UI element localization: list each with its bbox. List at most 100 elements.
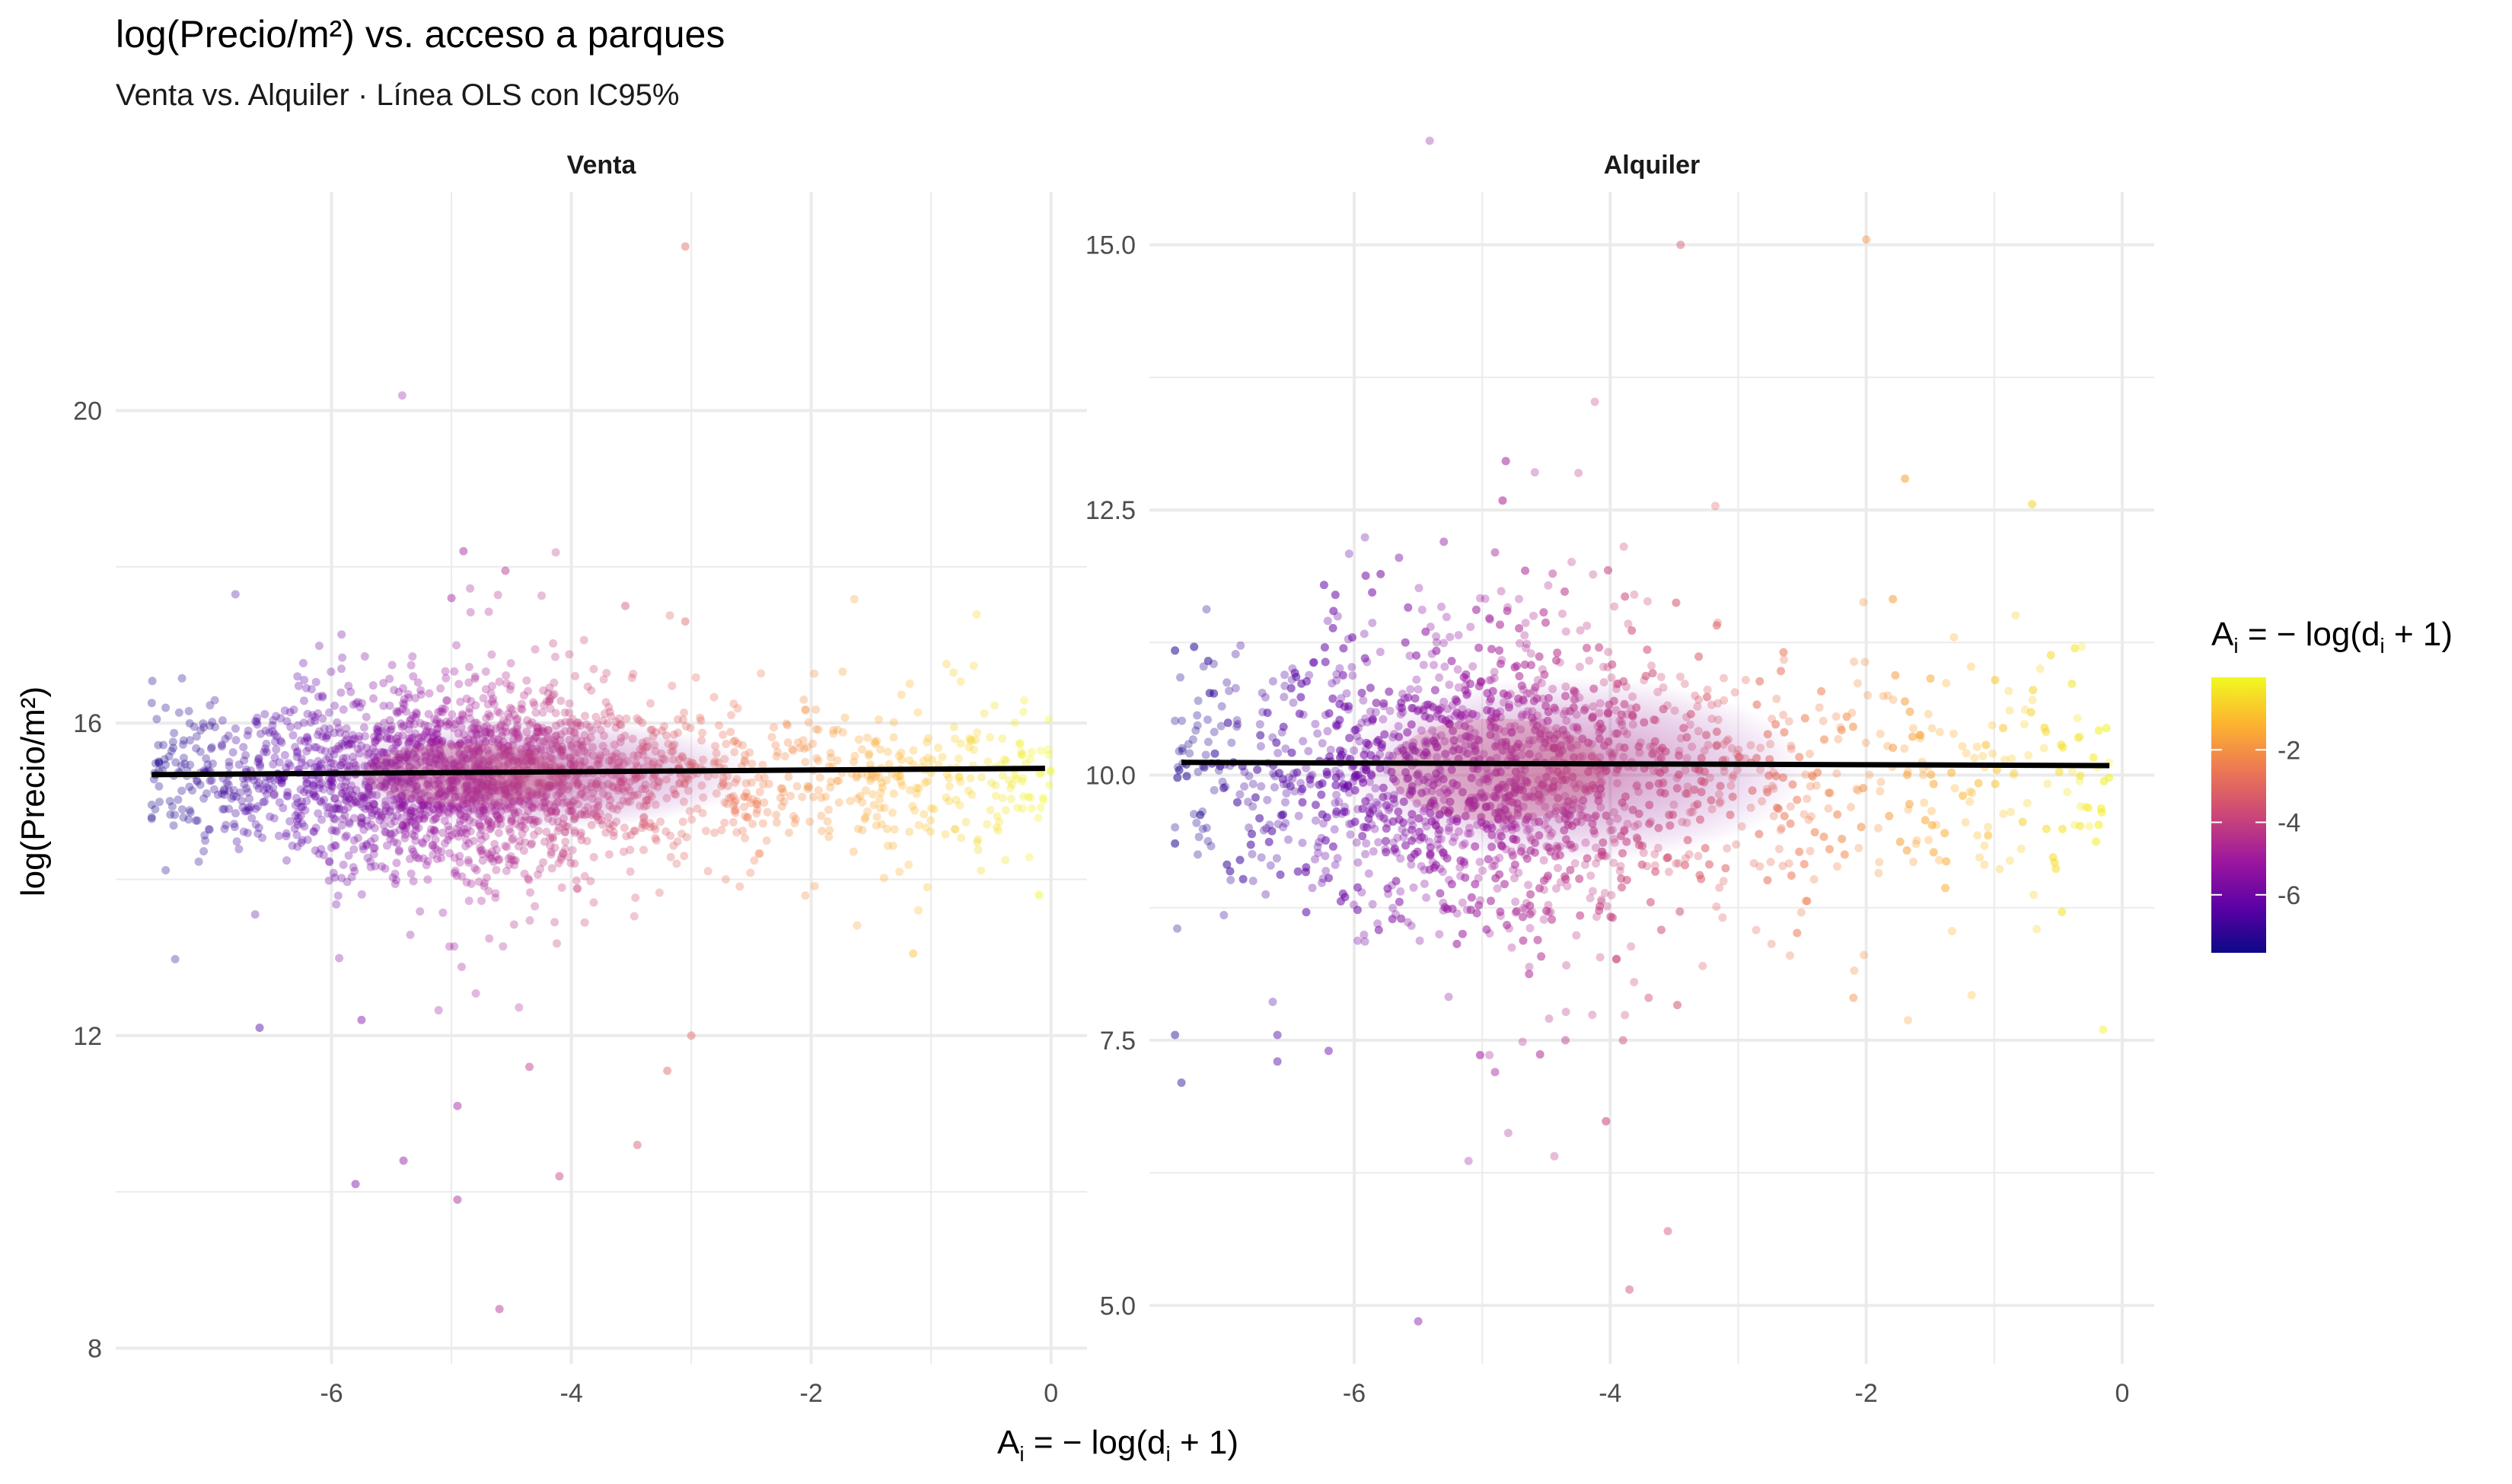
scatter-point (771, 740, 780, 750)
scatter-point (392, 876, 401, 884)
scatter-point (923, 883, 932, 892)
scatter-point (502, 866, 511, 875)
scatter-point (1496, 620, 1504, 629)
scatter-point (1648, 669, 1657, 678)
scatter-point (167, 747, 176, 756)
scatter-point (1525, 901, 1535, 910)
scatter-point (207, 775, 216, 785)
scatter-point (783, 721, 792, 730)
scatter-point (1318, 878, 1326, 887)
scatter-point (1257, 782, 1266, 791)
scatter-point (969, 661, 978, 670)
scatter-point (393, 839, 402, 848)
scatter-point (515, 1003, 524, 1012)
scatter-point (211, 722, 219, 731)
scatter-point (1255, 814, 1264, 823)
scatter-point (452, 641, 461, 650)
scatter-point (478, 856, 487, 865)
scatter-point (1988, 721, 1997, 730)
scatter-point (451, 866, 460, 875)
scatter-point (811, 705, 821, 714)
scatter-point (1362, 839, 1371, 848)
scatter-point (414, 823, 423, 833)
scatter-point (411, 713, 420, 722)
scatter-point (577, 836, 586, 845)
scatter-point (1274, 749, 1283, 757)
scatter-point (530, 830, 538, 839)
scatter-point (276, 736, 285, 745)
scatter-point (956, 739, 965, 748)
scatter-point (1298, 785, 1307, 794)
scatter-point (2039, 744, 2048, 753)
scatter-point (405, 720, 414, 729)
scatter-point (185, 806, 194, 815)
scatter-point (1360, 533, 1369, 542)
scatter-point (1533, 935, 1542, 944)
scatter-point (1755, 677, 1764, 686)
scatter-point (1331, 798, 1340, 807)
scatter-point (1621, 1011, 1630, 1020)
scatter-point (698, 728, 707, 737)
scatter-point (561, 837, 570, 846)
scatter-point (224, 731, 233, 740)
scatter-point (1376, 569, 1385, 578)
scatter-point (681, 721, 690, 731)
scatter-point (1453, 665, 1462, 674)
scatter-point (370, 823, 379, 833)
scatter-point (307, 685, 316, 694)
scatter-point (794, 738, 802, 747)
scatter-point (1834, 734, 1843, 744)
scatter-point (283, 788, 292, 797)
scatter-point (1369, 847, 1378, 856)
scatter-point (1368, 619, 1377, 627)
scatter-point (423, 857, 432, 865)
scatter-point (412, 853, 421, 862)
scatter-point (300, 788, 308, 797)
scatter-point (572, 876, 581, 885)
scatter-point (833, 756, 842, 765)
scatter-point (1255, 720, 1264, 729)
scatter-point (440, 705, 449, 713)
scatter-point (783, 738, 792, 747)
scatter-point (1554, 864, 1562, 873)
scatter-point (1497, 587, 1506, 596)
scatter-point (968, 736, 977, 745)
scatter-point (546, 841, 555, 850)
scatter-point (171, 810, 179, 820)
scatter-point (200, 831, 209, 840)
scatter-point (297, 758, 306, 767)
scatter-point (293, 817, 301, 826)
scatter-point (942, 793, 951, 802)
scatter-point (448, 710, 457, 719)
scatter-point (583, 682, 592, 691)
scatter-point (1311, 719, 1320, 728)
scatter-point (965, 736, 974, 745)
scatter-point (327, 810, 336, 819)
scatter-point (239, 743, 248, 752)
scatter-point (1391, 844, 1399, 853)
scatter-point (1558, 610, 1567, 618)
scatter-point (808, 739, 818, 748)
scatter-point (530, 700, 539, 709)
scatter-point (217, 740, 226, 750)
scatter-point (1319, 581, 1328, 590)
scatter-point (196, 780, 205, 789)
scatter-point (1599, 662, 1608, 671)
scatter-point (1583, 621, 1592, 630)
scatter-point (310, 743, 319, 752)
scatter-point (1037, 747, 1045, 756)
scatter-point (730, 807, 739, 815)
scatter-point (280, 750, 289, 760)
outlier-point (399, 1156, 408, 1165)
scatter-point (2089, 753, 2098, 762)
scatter-point (825, 826, 834, 835)
scatter-point (489, 694, 498, 703)
scatter-point (1419, 661, 1428, 670)
scatter-point (1192, 818, 1201, 827)
scatter-point (437, 854, 446, 862)
scatter-point (1786, 951, 1794, 960)
scatter-point (912, 789, 921, 798)
scatter-point (330, 841, 340, 850)
scatter-point (1562, 961, 1571, 970)
scatter-point (507, 855, 516, 864)
